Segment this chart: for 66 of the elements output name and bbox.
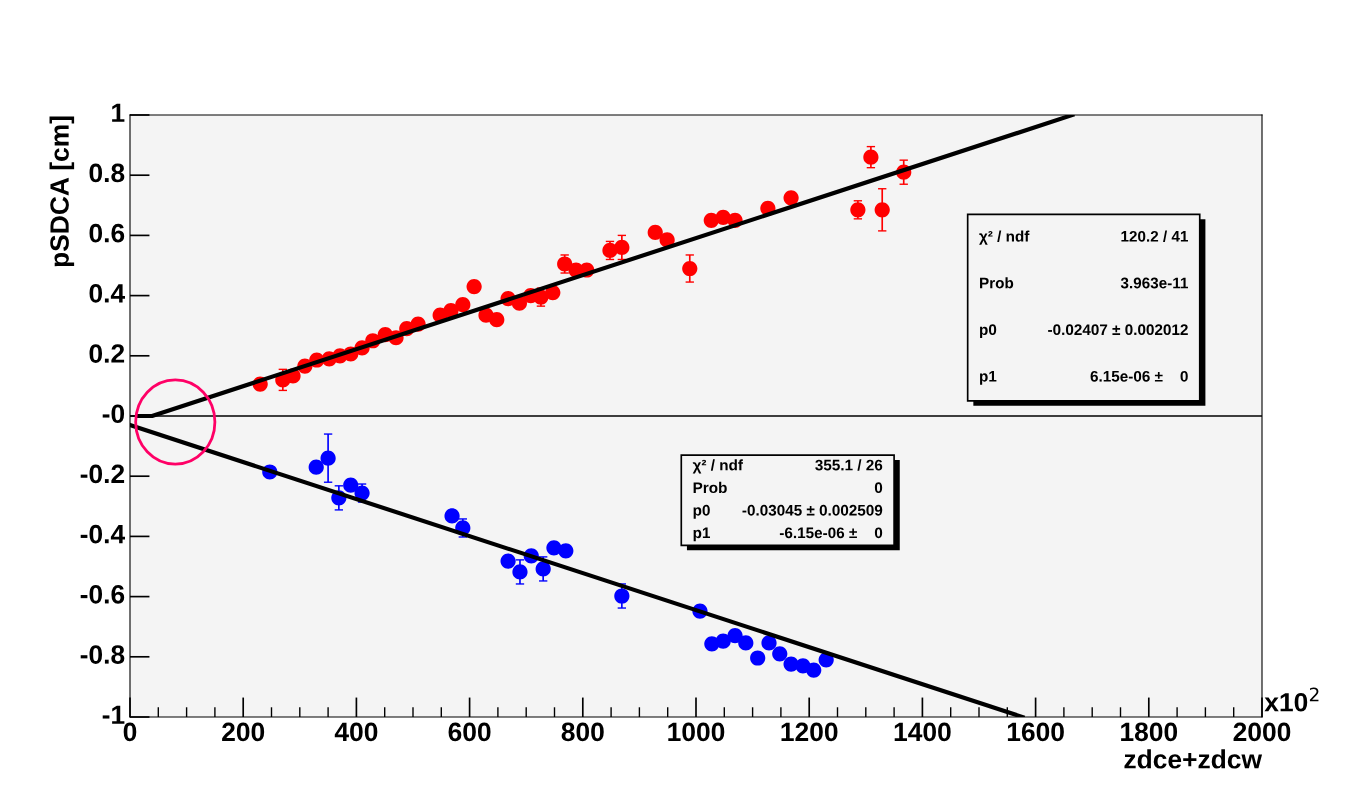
x-tick-label: 0 <box>123 722 137 742</box>
annotation: χ² / ndf <box>979 230 1030 245</box>
annotation: p0 <box>693 504 710 519</box>
annotation: -0.02407 ± 0.002012 <box>1048 324 1188 336</box>
x-tick-label: 600 <box>448 722 491 742</box>
point <box>863 149 879 165</box>
point <box>761 635 777 651</box>
annotation: 0 <box>874 482 883 494</box>
point <box>444 508 460 524</box>
x-tick-label: 200 <box>222 722 265 742</box>
x-tick-label: 1800 <box>1121 722 1178 742</box>
y-tick-label: -1 <box>102 705 125 724</box>
point <box>320 450 336 466</box>
y-tick-label: 0.2 <box>89 344 125 363</box>
point <box>308 459 324 475</box>
annotation: 120.2 / 41 <box>1121 230 1188 242</box>
point <box>500 553 516 569</box>
annotation: Prob <box>693 481 727 494</box>
point <box>750 650 766 666</box>
point <box>806 662 822 678</box>
y-tick-label: -0.6 <box>80 585 125 604</box>
y-tick-label: 0.6 <box>89 223 125 243</box>
point <box>558 543 574 559</box>
y-tick-label: -0.2 <box>80 464 125 484</box>
text: x10$^{2}$ <box>1264 687 1319 712</box>
point <box>535 561 551 577</box>
annotation: χ² / ndf <box>692 459 743 474</box>
point <box>874 202 890 218</box>
y-tick-label: 1 <box>112 103 125 122</box>
x-axis-title: zdce+zdcw <box>1124 749 1263 769</box>
point <box>455 297 471 313</box>
x-tick-label: 1000 <box>668 722 725 742</box>
point <box>614 239 630 256</box>
point <box>614 588 630 604</box>
point <box>343 477 359 493</box>
y-tick-label: -0.8 <box>80 645 125 664</box>
y-tick-label: -0 <box>102 404 125 424</box>
annotation: p0 <box>980 324 997 339</box>
x-tick-label: 1600 <box>1007 722 1064 742</box>
y-tick-label: 0.4 <box>89 284 125 303</box>
annotation: Prob <box>980 277 1014 289</box>
point <box>647 224 663 240</box>
point <box>466 278 482 295</box>
point <box>512 564 528 580</box>
annotation: 355.1 / 26 <box>815 459 883 471</box>
annotation: 3.963e-11 <box>1120 277 1188 289</box>
annotation: p1 <box>980 371 997 385</box>
y-tick-label: -0.4 <box>80 524 125 544</box>
x-tick-label: 800 <box>561 722 604 742</box>
point <box>783 190 799 206</box>
annotation: p1 <box>693 527 711 542</box>
x-tick-label: 400 <box>334 722 378 742</box>
x-tick-label: 1200 <box>781 722 838 742</box>
point <box>682 260 698 277</box>
point <box>489 312 505 328</box>
point <box>772 646 788 662</box>
annotation: 6.15e-06 ± 0 <box>1090 370 1188 382</box>
point <box>727 628 743 644</box>
y-tick-label: 0.8 <box>89 163 125 183</box>
x-tick-label: 1400 <box>894 722 951 742</box>
point <box>738 635 754 651</box>
annotation: -6.15e-06 ± 0 <box>779 527 883 539</box>
annotation: -0.03045 ± 0.002509 <box>742 504 883 516</box>
point <box>715 633 731 649</box>
x-tick-label: 2000 <box>1233 722 1291 742</box>
y-axis-title: pSDCA [cm] <box>49 116 75 267</box>
